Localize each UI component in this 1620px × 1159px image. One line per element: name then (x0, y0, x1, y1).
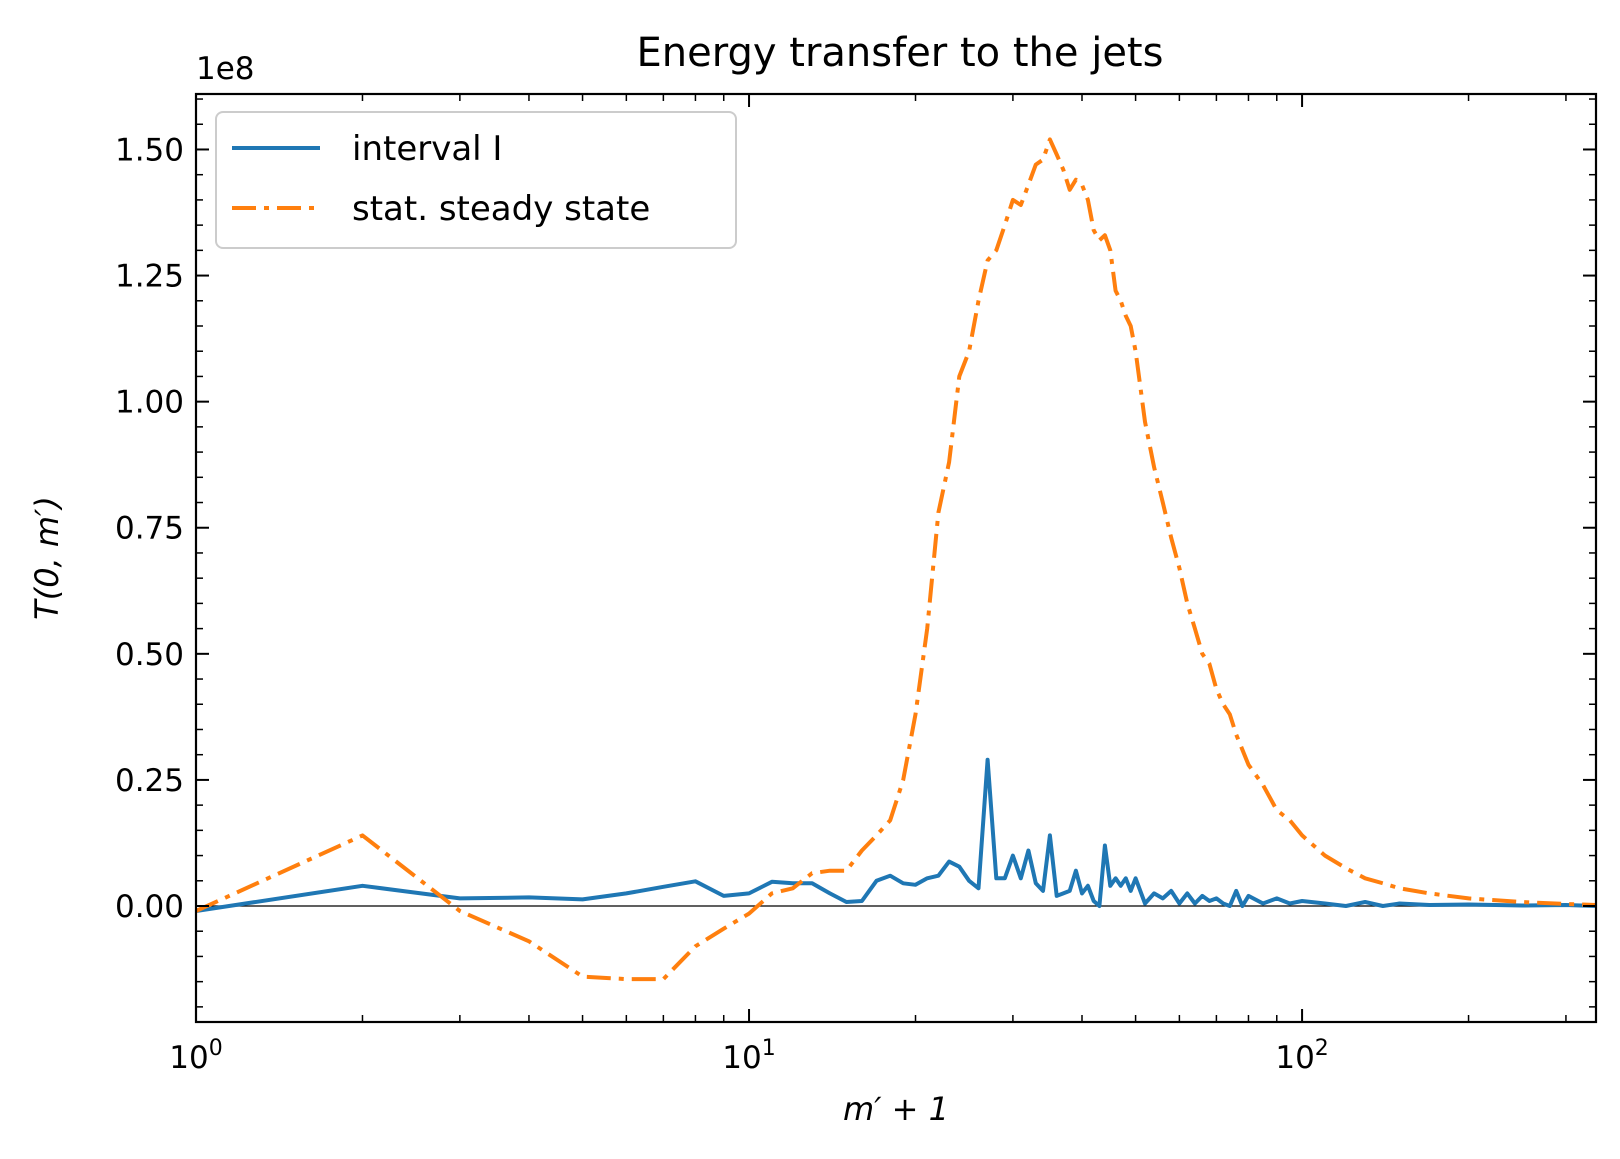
y-tick-label: 0.00 (115, 889, 184, 925)
plot-frame (194, 92, 1598, 1024)
series-line-stat-steady-state (196, 137, 1596, 982)
legend-box (215, 111, 737, 249)
y-tick-label: 0.75 (115, 511, 184, 547)
y-multiplier-label: 1e8 (196, 51, 255, 87)
chart-title: Energy transfer to the jets (637, 30, 1164, 76)
series-line-interval-i (196, 757, 1596, 913)
y-tick-label: 0.50 (115, 637, 184, 673)
y-tick-label: 0.25 (115, 763, 184, 799)
x-tick-label: 102 (1275, 1036, 1328, 1076)
legend-label-steady-state: stat. steady state (352, 189, 650, 229)
x-axis-label: m′ + 1 (843, 1090, 949, 1128)
x-tick-label: 100 (169, 1036, 222, 1076)
y-axis-label: T(0, m′) (28, 496, 66, 620)
x-tick-label: 101 (722, 1036, 775, 1076)
legend-label-interval-i: interval I (352, 129, 502, 169)
axis-ticks: 0.00 0.25 0.50 0.75 1.00 1.25 1.50 100 101 102 (115, 94, 1596, 1076)
plot-area (196, 137, 1596, 982)
y-tick-label: 1.00 (115, 385, 184, 421)
y-tick-label: 1.25 (115, 259, 184, 295)
legend: interval I stat. steady state (215, 111, 737, 249)
y-tick-label: 1.50 (115, 132, 184, 168)
